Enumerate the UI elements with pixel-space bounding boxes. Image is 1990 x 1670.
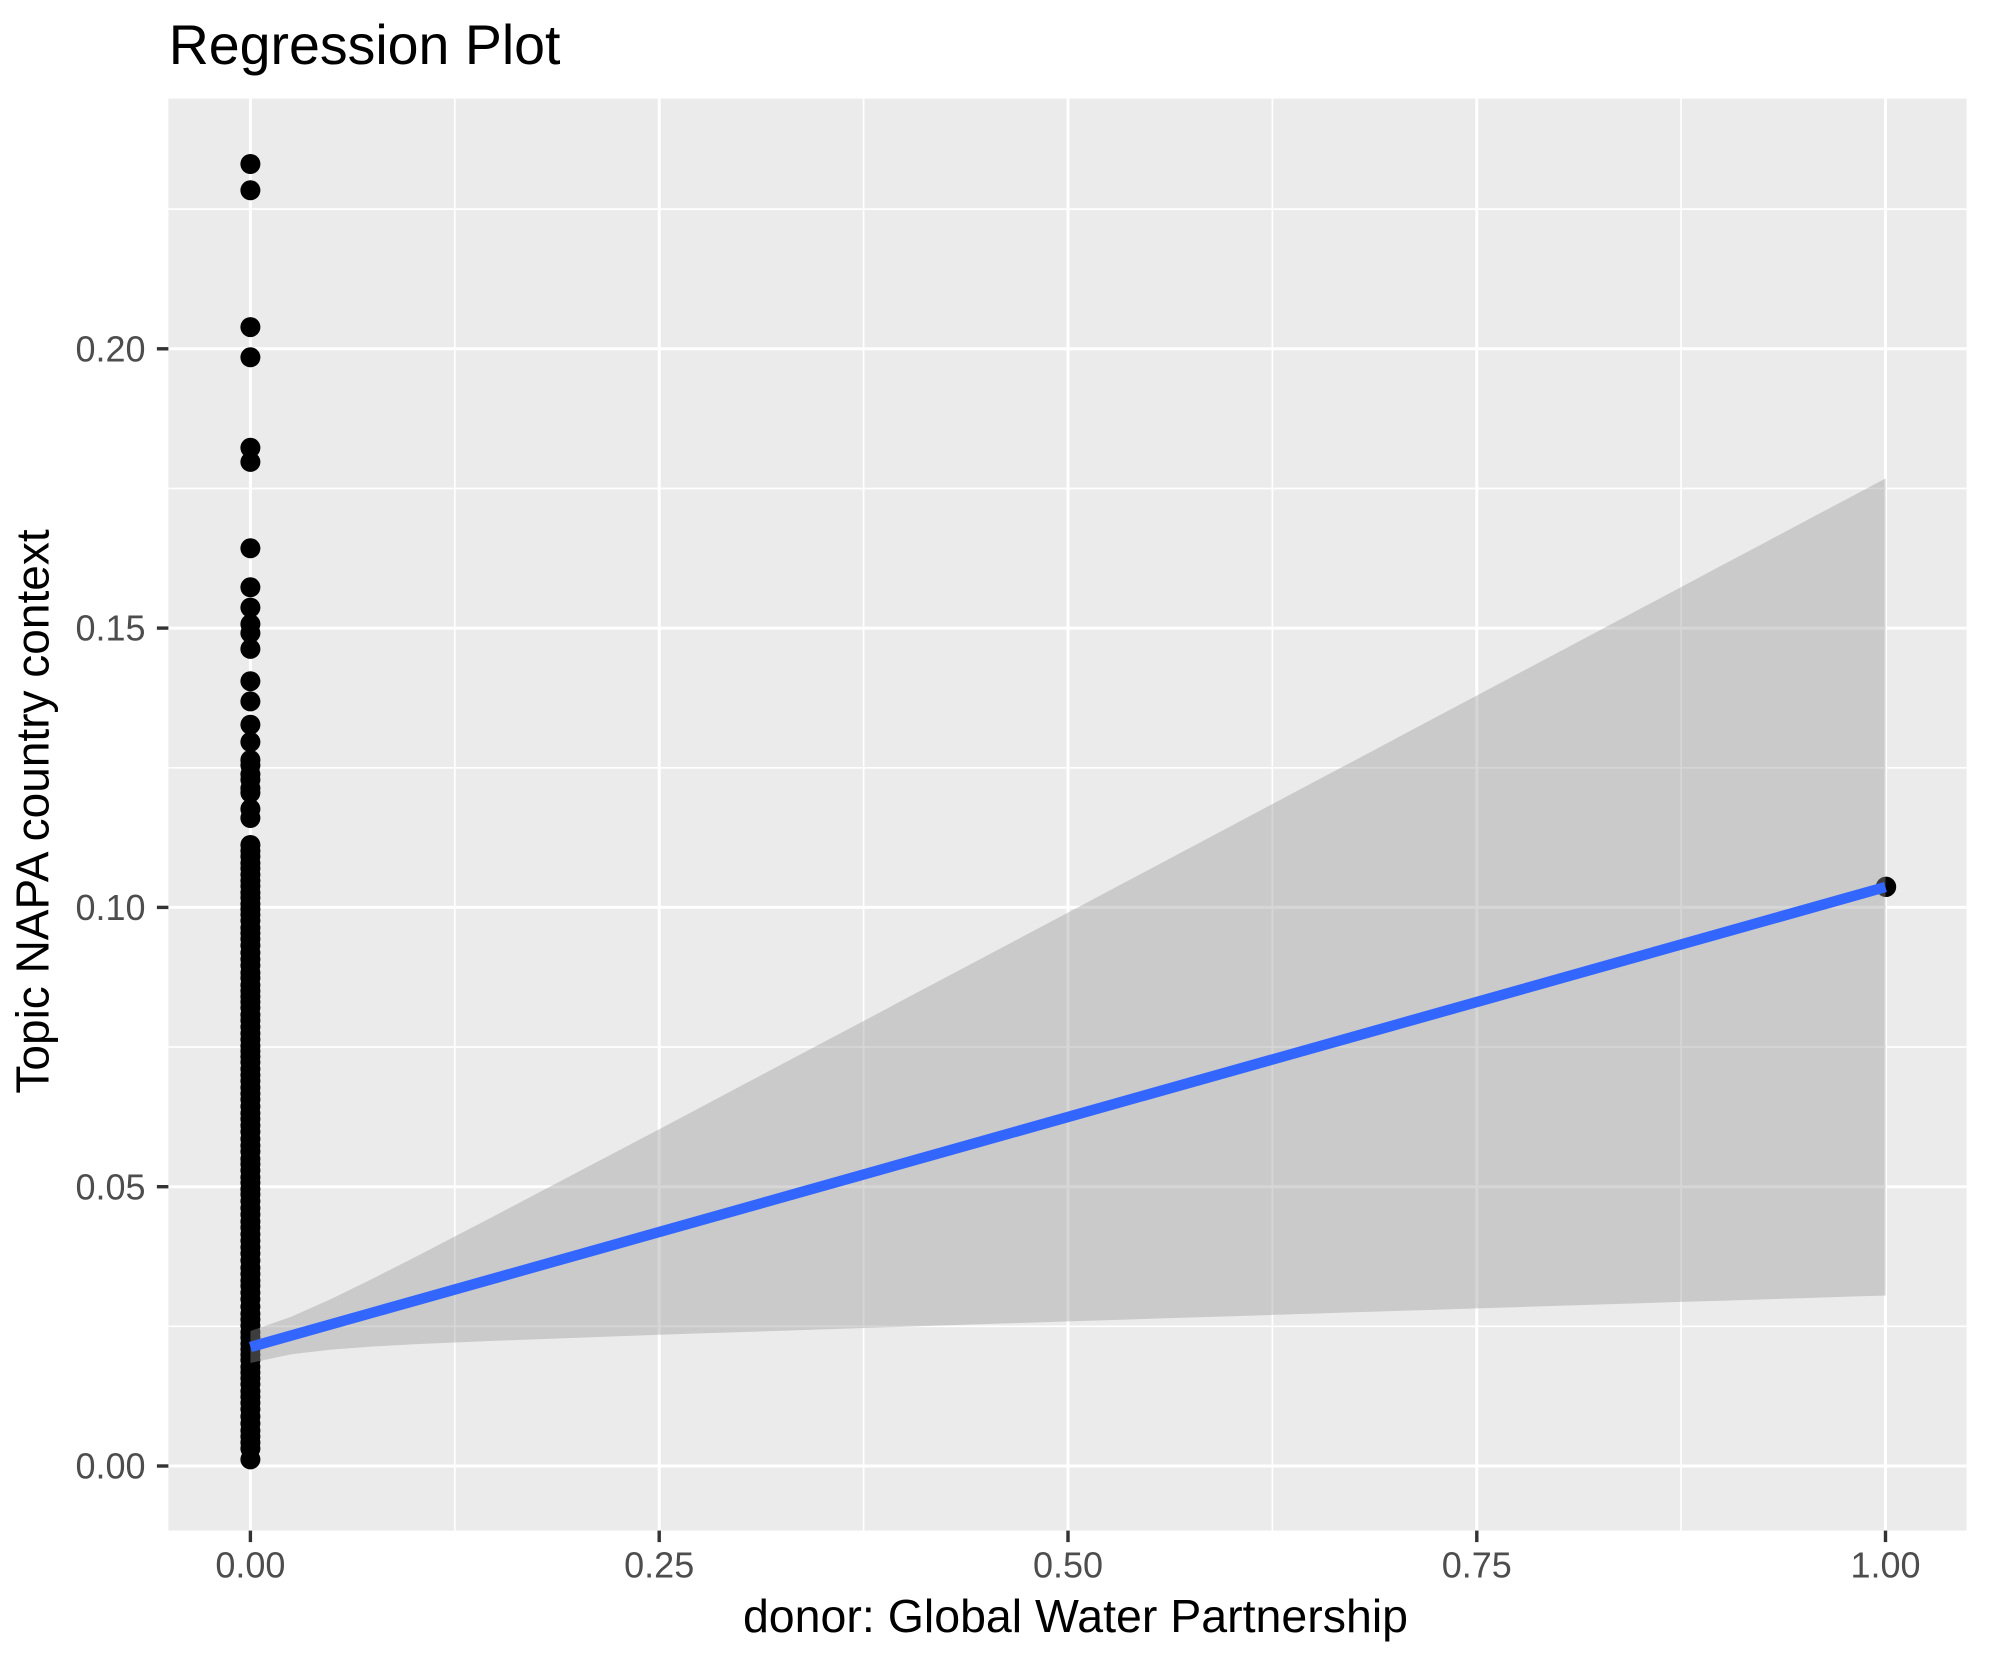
svg-text:Topic NAPA country context: Topic NAPA country context	[7, 529, 59, 1093]
svg-text:0.05: 0.05	[76, 1166, 146, 1207]
svg-text:0.20: 0.20	[76, 328, 146, 369]
svg-text:donor: Global Water Partnershi: donor: Global Water Partnership	[743, 1590, 1408, 1642]
svg-text:0.00: 0.00	[76, 1446, 146, 1487]
svg-text:0.00: 0.00	[215, 1545, 285, 1586]
svg-text:0.10: 0.10	[76, 887, 146, 928]
svg-text:0.15: 0.15	[76, 608, 146, 649]
svg-text:0.25: 0.25	[624, 1545, 694, 1586]
svg-text:1.00: 1.00	[1850, 1545, 1920, 1586]
svg-text:0.50: 0.50	[1033, 1545, 1103, 1586]
svg-text:0.75: 0.75	[1442, 1545, 1512, 1586]
svg-text:Regression Plot: Regression Plot	[169, 14, 561, 76]
